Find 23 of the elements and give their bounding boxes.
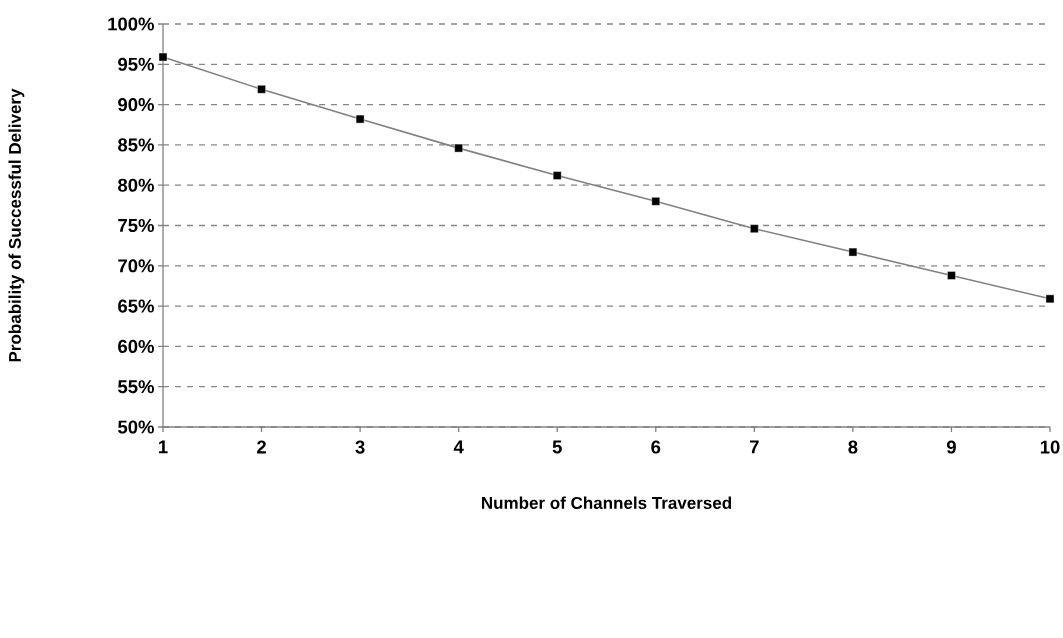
y-tick-label: 55% — [118, 380, 154, 394]
y-tick-label: 95% — [118, 57, 154, 71]
y-tick-label: 60% — [118, 339, 154, 353]
y-tick-label: 75% — [118, 218, 154, 233]
x-tick-label: 2 — [257, 440, 266, 454]
x-tick-label: 9 — [946, 440, 956, 454]
x-axis-title: Number of Channels Traversed — [481, 496, 732, 509]
y-tick-label: 100% — [108, 17, 154, 31]
y-tick-label: 70% — [118, 259, 154, 273]
x-tick-label: 6 — [651, 440, 661, 454]
x-tick-label: 5 — [552, 440, 562, 454]
y-axis-title: Probability of Successful Delivery — [8, 88, 25, 362]
y-tick-label: 50% — [118, 420, 154, 434]
x-tick-label: 4 — [453, 440, 464, 454]
y-tick-label: 65% — [118, 299, 154, 313]
y-tick-label: 85% — [118, 138, 154, 152]
x-tick-label: 1 — [159, 440, 168, 454]
x-tick-label: 10 — [1040, 440, 1060, 454]
y-tick-label: 80% — [118, 178, 154, 192]
x-tick-label: 3 — [355, 440, 365, 454]
y-tick-label: 90% — [118, 98, 154, 112]
x-tick-label: 8 — [848, 440, 858, 454]
x-tick-label: 7 — [749, 440, 759, 454]
